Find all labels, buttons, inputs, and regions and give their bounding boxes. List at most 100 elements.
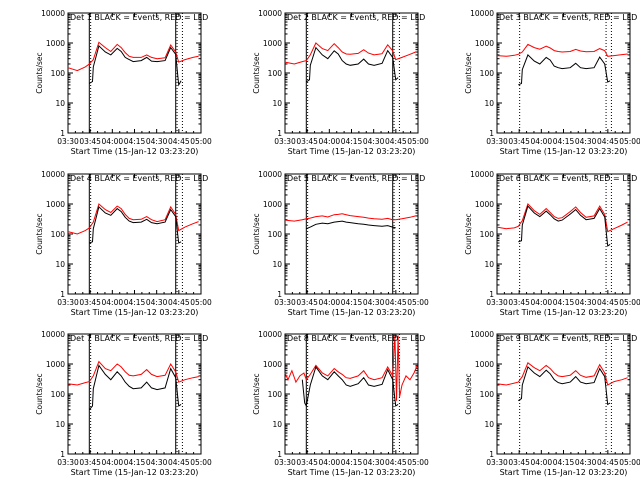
panel-title: Det 2 BLACK = Events, RED = LLD xyxy=(287,13,425,22)
panel-title: Det 9 BLACK = Events, RED = LLD xyxy=(499,334,637,343)
y-tick-label: 1000 xyxy=(263,200,282,209)
x-tick-label: 04:15 xyxy=(341,458,363,467)
panel-det-3: 03:30 03:45 04:00 04:15 04:30 04:45 05:00 1 10 10… xyxy=(464,9,640,156)
y-axis-label: Counts/sec xyxy=(252,213,261,254)
x-axis-label: Start Time (15-Jan-12 03:23:20) xyxy=(288,308,416,317)
y-tick-label: 1 xyxy=(60,290,65,299)
x-tick-label: 04:00 xyxy=(319,458,341,467)
x-tick-label: 05:00 xyxy=(619,137,640,146)
x-tick-label: 03:30 xyxy=(274,298,296,307)
x-tick-label: 04:30 xyxy=(575,458,597,467)
plot-frame xyxy=(496,333,631,455)
x-tick-label: 04:15 xyxy=(553,137,575,146)
x-tick-label: 04:45 xyxy=(168,458,190,467)
x-tick-label: 03:45 xyxy=(508,298,530,307)
panel-det-1: 03:30 03:45 04:00 04:15 04:30 04:45 05:00 1 10 10… xyxy=(35,9,212,156)
y-axis-label: Counts/sec xyxy=(35,373,44,414)
x-tick-label: 03:30 xyxy=(486,298,508,307)
panel-title: Det 4 BLACK = Events, RED = LLD xyxy=(70,174,208,183)
y-tick-label: 1 xyxy=(489,129,494,138)
series-line-events xyxy=(306,46,399,83)
y-tick-label: 10 xyxy=(272,260,282,269)
y-tick-label: 10 xyxy=(55,99,65,108)
y-tick-label: 10000 xyxy=(470,330,494,339)
x-tick-label: 04:30 xyxy=(363,458,385,467)
y-tick-label: 10000 xyxy=(41,330,65,339)
x-axis-label: Start Time (15-Jan-12 03:23:20) xyxy=(500,147,628,156)
series-line-lld xyxy=(67,203,199,235)
y-axis-label: Counts/sec xyxy=(464,52,473,93)
x-tick-label: 04:30 xyxy=(363,298,385,307)
series-line-lld xyxy=(67,41,199,72)
x-axis-label: Start Time (15-Jan-12 03:23:20) xyxy=(288,468,416,477)
y-tick-label: 1000 xyxy=(475,200,494,209)
x-tick-label: 04:45 xyxy=(597,458,619,467)
panel-det-6: 03:30 03:45 04:00 04:15 04:30 04:45 05:00 1 10 10… xyxy=(464,170,640,317)
x-tick-label: 04:00 xyxy=(319,137,341,146)
x-tick-label: 04:00 xyxy=(531,298,553,307)
x-axis-label: Start Time (15-Jan-12 03:23:20) xyxy=(71,468,199,477)
panel-det-9: 03:30 03:45 04:00 04:15 04:30 04:45 05:00 1 10 10… xyxy=(464,330,640,477)
y-tick-label: 10000 xyxy=(470,9,494,18)
y-tick-label: 100 xyxy=(268,69,283,78)
x-tick-label: 05:00 xyxy=(407,137,429,146)
series-line-lld xyxy=(496,203,628,233)
panel-det-7: 03:30 03:45 04:00 04:15 04:30 04:45 05:00 1 10 10… xyxy=(35,330,212,477)
x-tick-label: 03:45 xyxy=(79,298,101,307)
y-tick-label: 100 xyxy=(268,390,283,399)
y-axis-label: Counts/sec xyxy=(252,373,261,414)
x-tick-label: 03:45 xyxy=(296,298,318,307)
y-tick-label: 1 xyxy=(277,450,282,459)
x-tick-label: 03:30 xyxy=(274,137,296,146)
y-tick-label: 100 xyxy=(268,230,283,239)
x-tick-label: 03:30 xyxy=(57,137,79,146)
x-tick-label: 03:45 xyxy=(296,137,318,146)
x-tick-label: 04:00 xyxy=(531,137,553,146)
x-axis-label: Start Time (15-Jan-12 03:23:20) xyxy=(500,308,628,317)
x-tick-label: 04:15 xyxy=(124,458,146,467)
y-tick-label: 1 xyxy=(277,290,282,299)
panel-det-4: 03:30 03:45 04:00 04:15 04:30 04:45 05:00 1 10 10… xyxy=(35,170,212,317)
x-tick-label: 04:15 xyxy=(553,298,575,307)
x-tick-label: 04:00 xyxy=(102,298,124,307)
y-tick-label: 10 xyxy=(484,99,494,108)
x-tick-label: 04:00 xyxy=(102,137,124,146)
x-axis-label: Start Time (15-Jan-12 03:23:20) xyxy=(71,308,199,317)
plot-frame xyxy=(496,173,631,295)
y-tick-label: 10 xyxy=(55,260,65,269)
y-tick-label: 1000 xyxy=(46,200,65,209)
y-tick-label: 100 xyxy=(51,69,66,78)
y-tick-label: 1000 xyxy=(475,39,494,48)
x-tick-label: 04:30 xyxy=(146,458,168,467)
x-tick-label: 03:45 xyxy=(79,458,101,467)
plot-frame xyxy=(67,333,202,455)
y-tick-label: 1 xyxy=(489,290,494,299)
panel-det-2: 03:30 03:45 04:00 04:15 04:30 04:45 05:00 1 10 10… xyxy=(252,9,429,156)
y-tick-label: 1 xyxy=(60,129,65,138)
x-tick-label: 05:00 xyxy=(407,458,429,467)
x-tick-label: 05:00 xyxy=(619,458,640,467)
y-tick-label: 10000 xyxy=(258,9,282,18)
x-tick-label: 03:45 xyxy=(508,458,530,467)
panel-det-5: 03:30 03:45 04:00 04:15 04:30 04:45 05:00 1 10 10… xyxy=(252,170,429,317)
x-tick-label: 03:45 xyxy=(296,458,318,467)
x-axis-label: Start Time (15-Jan-12 03:23:20) xyxy=(500,468,628,477)
x-tick-label: 04:45 xyxy=(385,458,407,467)
x-axis-label: Start Time (15-Jan-12 03:23:20) xyxy=(288,147,416,156)
y-tick-label: 10000 xyxy=(258,170,282,179)
plot-frame xyxy=(284,12,419,134)
y-tick-label: 10 xyxy=(55,420,65,429)
y-tick-label: 1000 xyxy=(475,360,494,369)
x-tick-label: 04:30 xyxy=(575,137,597,146)
x-tick-label: 03:30 xyxy=(274,458,296,467)
y-axis-label: Counts/sec xyxy=(464,213,473,254)
x-tick-label: 04:00 xyxy=(531,458,553,467)
series-line-events xyxy=(306,220,396,230)
y-axis-label: Counts/sec xyxy=(35,52,44,93)
x-tick-label: 03:30 xyxy=(486,137,508,146)
x-tick-label: 04:00 xyxy=(102,458,124,467)
panel-title: Det 7 BLACK = Events, RED = LLD xyxy=(70,334,208,343)
plot-frame xyxy=(67,173,202,295)
y-tick-label: 100 xyxy=(480,230,495,239)
